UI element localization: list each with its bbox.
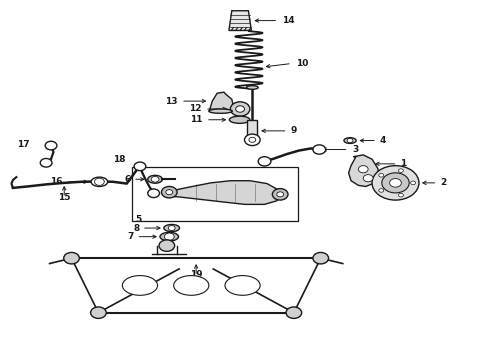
Text: 12: 12 [190, 104, 202, 113]
Circle shape [45, 141, 57, 150]
Circle shape [358, 166, 368, 173]
Bar [247, 120, 257, 140]
Text: 17: 17 [17, 140, 30, 149]
Circle shape [398, 193, 403, 197]
Circle shape [411, 181, 416, 185]
Text: 10: 10 [296, 59, 308, 68]
Polygon shape [167, 181, 282, 204]
Circle shape [95, 178, 104, 185]
Circle shape [166, 190, 172, 195]
Circle shape [272, 189, 288, 200]
Circle shape [91, 307, 106, 319]
Circle shape [134, 162, 146, 171]
Circle shape [148, 189, 159, 198]
Text: 7: 7 [128, 232, 134, 241]
Circle shape [379, 174, 384, 177]
Circle shape [236, 106, 245, 112]
Bar [132, 167, 298, 221]
Text: 1: 1 [400, 159, 406, 168]
Circle shape [382, 173, 409, 193]
Circle shape [379, 189, 384, 192]
Circle shape [286, 307, 302, 319]
Circle shape [164, 233, 174, 240]
Text: 18: 18 [113, 156, 125, 165]
Text: 13: 13 [165, 96, 177, 105]
Circle shape [372, 166, 419, 200]
Circle shape [64, 252, 79, 264]
Circle shape [159, 240, 174, 251]
Circle shape [313, 252, 329, 264]
Text: 8: 8 [134, 224, 140, 233]
Text: 9: 9 [291, 126, 297, 135]
Text: 16: 16 [50, 177, 63, 186]
Circle shape [249, 137, 256, 142]
Text: 19: 19 [190, 270, 202, 279]
Text: 2: 2 [441, 178, 447, 187]
Circle shape [230, 102, 250, 116]
Circle shape [363, 175, 373, 182]
Circle shape [245, 134, 260, 145]
Ellipse shape [229, 116, 250, 123]
Text: 14: 14 [282, 16, 294, 25]
Ellipse shape [91, 177, 108, 186]
Ellipse shape [246, 86, 258, 89]
Ellipse shape [148, 175, 162, 183]
Circle shape [258, 157, 271, 166]
Circle shape [313, 145, 326, 154]
Polygon shape [209, 92, 234, 111]
Circle shape [161, 186, 177, 198]
Circle shape [151, 176, 159, 182]
Circle shape [40, 158, 52, 167]
Polygon shape [229, 11, 251, 31]
Text: 3: 3 [352, 145, 359, 154]
Ellipse shape [225, 275, 260, 295]
Circle shape [277, 192, 284, 197]
Text: 11: 11 [191, 115, 203, 124]
Ellipse shape [160, 232, 178, 241]
Circle shape [347, 138, 353, 143]
Polygon shape [348, 155, 379, 186]
Ellipse shape [164, 225, 179, 231]
Text: 5: 5 [136, 215, 142, 224]
Ellipse shape [344, 138, 356, 143]
Ellipse shape [209, 109, 232, 113]
Ellipse shape [122, 275, 158, 295]
Text: 4: 4 [379, 136, 386, 145]
Ellipse shape [173, 275, 209, 295]
Circle shape [390, 179, 401, 187]
Circle shape [398, 169, 403, 172]
Circle shape [168, 226, 175, 230]
Text: 15: 15 [58, 193, 71, 202]
Text: 6: 6 [124, 175, 131, 184]
